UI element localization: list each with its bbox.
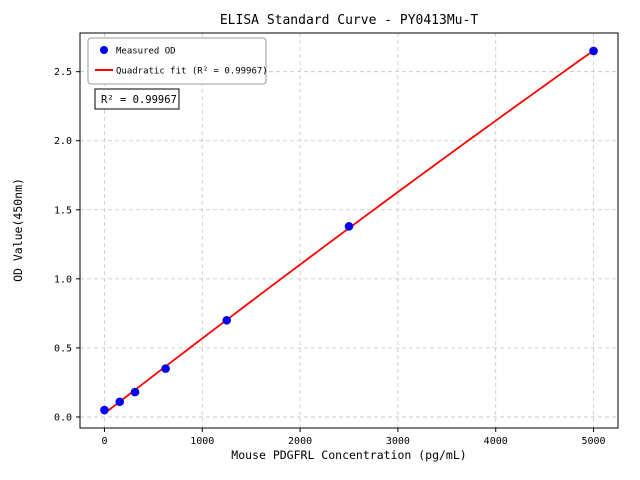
legend-entry-measured-od: Measured OD [116,47,176,57]
legend: Measured OD Quadratic fit (R² = 0.99967) [87,37,268,85]
legend-point-marker [100,46,108,54]
r-squared-annotation: R² = 0.99967 [94,88,180,110]
annotation-text: R² = 0.99967 [101,94,177,106]
x-tick-label: 5000 [581,436,605,447]
data-point [130,387,140,397]
data-point [100,405,109,415]
annotation-box [94,88,180,110]
data-point [115,397,125,407]
legend-entry-quadratic-fit: Quadratic fit (R² = 0.99967) [116,67,268,77]
data-points [100,46,598,415]
x-tick-label: 4000 [484,436,508,447]
legend-box [87,37,267,85]
chart-title: ELISA Standard Curve - PY0413Mu-T [220,13,478,28]
y-tick-label: 1.0 [54,274,72,285]
y-tick-label: 0.5 [54,343,72,354]
y-tick-label: 1.5 [54,205,72,216]
y-tick-label: 2.0 [54,136,72,147]
data-point [589,46,598,56]
x-axis-label: Mouse PDGFRL Concentration (pg/mL) [231,448,466,462]
x-tick-label: 2000 [288,436,312,447]
data-point [222,315,232,325]
y-tick-label: 0.0 [54,412,72,423]
plot-border [79,32,619,429]
data-point [161,364,170,373]
gridlines [80,33,618,428]
x-ticks: 0 1000 2000 3000 4000 5000 [101,428,606,447]
x-tick-label: 3000 [386,436,410,447]
x-tick-label: 1000 [190,436,214,447]
data-point [344,222,354,231]
y-ticks: 0.0 0.5 1.0 1.5 2.0 2.5 [54,67,80,423]
y-axis-label: OD Value(450nm) [11,178,25,282]
y-tick-label: 2.5 [54,67,72,78]
x-tick-label: 0 [101,436,107,447]
